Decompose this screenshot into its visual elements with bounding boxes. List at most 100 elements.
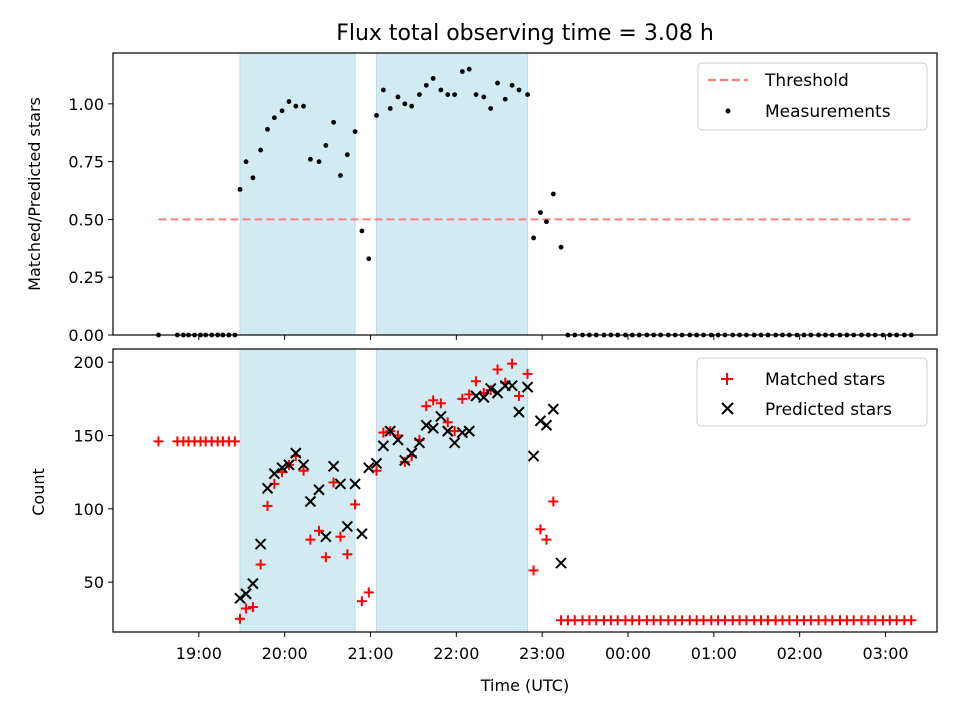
- predicted-star-marker: [513, 406, 525, 418]
- matched-star-marker: [356, 596, 367, 607]
- marker-stroke: [313, 484, 325, 496]
- predicted-star-marker: [276, 462, 288, 474]
- marker-stroke: [240, 588, 252, 600]
- x-axis-label: Time (UTC): [480, 676, 569, 695]
- bottom-axes-frame: [112, 348, 938, 633]
- measurement-point: [452, 92, 458, 98]
- predicted-star-marker: [547, 403, 560, 415]
- predicted-star-marker: [254, 538, 267, 550]
- marker-stroke: [442, 425, 454, 437]
- marker-stroke: [413, 437, 426, 449]
- measurement-point: [380, 87, 386, 93]
- measurement-point: [352, 129, 358, 134]
- marker-stroke: [363, 462, 375, 474]
- x-tick-label: 01:00: [691, 644, 737, 663]
- matched-star-marker: [428, 395, 439, 406]
- measurement-point: [544, 219, 549, 225]
- marker-stroke: [370, 457, 383, 470]
- legend-predicted-swatch: [721, 402, 734, 415]
- marker-stroke: [327, 460, 340, 473]
- marker-stroke: [341, 520, 354, 533]
- predicted-star-marker: [313, 484, 325, 496]
- y-tick-label: 150: [73, 427, 104, 446]
- marker-stroke: [463, 425, 475, 437]
- measurement-point: [445, 92, 451, 98]
- predicted-star-marker: [247, 577, 259, 590]
- measurement-point: [250, 175, 256, 181]
- matched-stars-series: [153, 358, 917, 626]
- predicted-star-marker: [356, 528, 368, 540]
- marker-stroke: [392, 434, 404, 446]
- predicted-star-marker: [427, 422, 439, 434]
- measurement-point: [359, 228, 365, 234]
- matched-star-marker: [241, 603, 252, 614]
- predicted-star-marker: [392, 434, 404, 446]
- measurement-point: [387, 106, 393, 111]
- marker-stroke: [320, 530, 332, 543]
- matched-star-marker: [906, 615, 917, 626]
- bottom-y-axis-label: Count: [29, 468, 48, 516]
- matched-star-marker: [350, 499, 361, 510]
- measurement-point: [271, 115, 277, 121]
- predicted-star-marker: [304, 495, 317, 508]
- predicted-star-marker: [527, 450, 540, 462]
- predicted-star-marker: [240, 588, 252, 600]
- measurement-point: [488, 106, 494, 111]
- matched-star-marker: [320, 552, 331, 563]
- predicted-star-marker: [435, 410, 447, 423]
- predicted-star-marker: [420, 419, 432, 431]
- predicted-star-marker: [297, 459, 310, 471]
- legend-measurements-label: Measurements: [765, 102, 891, 122]
- y-tick-label: 100: [73, 500, 104, 519]
- measurement-point: [423, 82, 429, 88]
- predicted-star-marker: [268, 467, 281, 480]
- predicted-star-marker: [341, 520, 354, 533]
- matched-star-marker: [262, 500, 273, 511]
- x-tick-label: 19:00: [176, 644, 222, 663]
- matched-star-marker: [449, 426, 460, 437]
- matched-star-marker: [421, 401, 432, 412]
- legend-matched-label: Matched stars: [765, 370, 885, 390]
- predicted-star-marker: [363, 462, 375, 474]
- marker-stroke: [334, 478, 347, 490]
- marker-stroke: [356, 528, 368, 540]
- measurement-point: [338, 173, 343, 178]
- marker-stroke: [506, 379, 518, 392]
- y-tick-label: 0.75: [68, 153, 104, 172]
- measurement-point: [308, 156, 313, 162]
- predicted-star-marker: [234, 592, 246, 604]
- measurement-point: [516, 87, 522, 93]
- x-tick-label: 23:00: [519, 644, 565, 663]
- matched-star-marker: [328, 477, 339, 488]
- matched-star-marker: [513, 390, 524, 401]
- legend-measurements-swatch: [725, 108, 731, 114]
- matched-star-marker: [535, 524, 546, 535]
- matched-star-marker: [442, 417, 453, 428]
- measurement-point: [237, 186, 243, 192]
- predicted-star-marker: [540, 419, 553, 431]
- measurement-point: [550, 191, 556, 197]
- predicted-star-marker: [413, 437, 426, 449]
- marker-stroke: [521, 381, 534, 393]
- measurement-point: [531, 235, 536, 241]
- predicted-star-marker: [484, 382, 497, 395]
- matched-star-marker: [342, 549, 353, 560]
- y-tick-label: 1.00: [68, 95, 104, 114]
- measurement-point: [417, 92, 422, 98]
- predicted-star-marker: [370, 457, 383, 470]
- marker-stroke: [456, 426, 469, 439]
- measurement-point: [265, 126, 270, 132]
- measurement-point: [481, 94, 487, 100]
- matched-star-marker: [153, 436, 164, 447]
- bottom-legend: Matched stars Predicted stars: [696, 357, 928, 427]
- measurement-point: [374, 113, 379, 118]
- measurement-point: [366, 256, 372, 262]
- measurement-point: [509, 82, 515, 88]
- measurement-point: [243, 159, 249, 165]
- predicted-star-marker: [405, 447, 418, 459]
- matched-star-marker: [435, 398, 446, 409]
- marker-stroke: [349, 478, 361, 490]
- legend-matched-swatch: [721, 373, 733, 385]
- measurement-point: [258, 147, 264, 153]
